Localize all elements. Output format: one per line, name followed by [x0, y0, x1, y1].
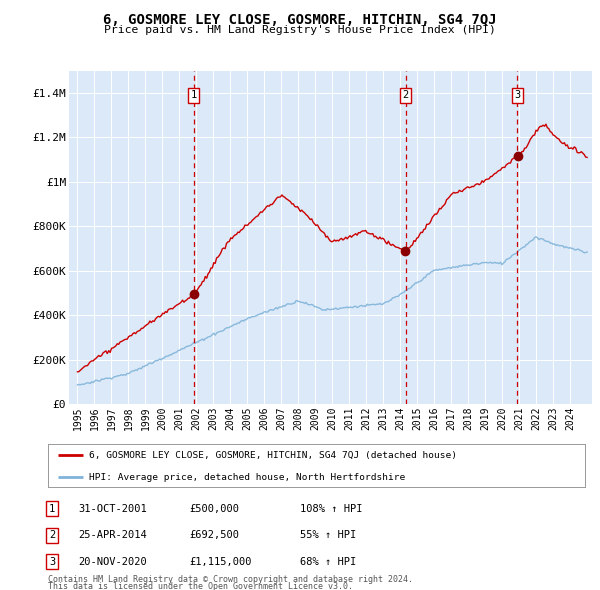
- Text: £500,000: £500,000: [189, 504, 239, 513]
- Text: This data is licensed under the Open Government Licence v3.0.: This data is licensed under the Open Gov…: [48, 582, 353, 590]
- Text: 1: 1: [49, 504, 55, 513]
- Text: 6, GOSMORE LEY CLOSE, GOSMORE, HITCHIN, SG4 7QJ: 6, GOSMORE LEY CLOSE, GOSMORE, HITCHIN, …: [103, 13, 497, 27]
- Text: 1: 1: [190, 90, 197, 100]
- Text: 55% ↑ HPI: 55% ↑ HPI: [300, 530, 356, 540]
- Text: 31-OCT-2001: 31-OCT-2001: [78, 504, 147, 513]
- Text: HPI: Average price, detached house, North Hertfordshire: HPI: Average price, detached house, Nort…: [89, 473, 406, 482]
- Text: 3: 3: [49, 557, 55, 566]
- Text: 2: 2: [49, 530, 55, 540]
- Text: 108% ↑ HPI: 108% ↑ HPI: [300, 504, 362, 513]
- Text: 25-APR-2014: 25-APR-2014: [78, 530, 147, 540]
- Text: 3: 3: [514, 90, 520, 100]
- Text: £1,115,000: £1,115,000: [189, 557, 251, 566]
- Text: 2: 2: [403, 90, 409, 100]
- Text: Contains HM Land Registry data © Crown copyright and database right 2024.: Contains HM Land Registry data © Crown c…: [48, 575, 413, 584]
- Text: Price paid vs. HM Land Registry's House Price Index (HPI): Price paid vs. HM Land Registry's House …: [104, 25, 496, 35]
- Text: 68% ↑ HPI: 68% ↑ HPI: [300, 557, 356, 566]
- Text: 20-NOV-2020: 20-NOV-2020: [78, 557, 147, 566]
- Text: 6, GOSMORE LEY CLOSE, GOSMORE, HITCHIN, SG4 7QJ (detached house): 6, GOSMORE LEY CLOSE, GOSMORE, HITCHIN, …: [89, 451, 457, 460]
- Text: £692,500: £692,500: [189, 530, 239, 540]
